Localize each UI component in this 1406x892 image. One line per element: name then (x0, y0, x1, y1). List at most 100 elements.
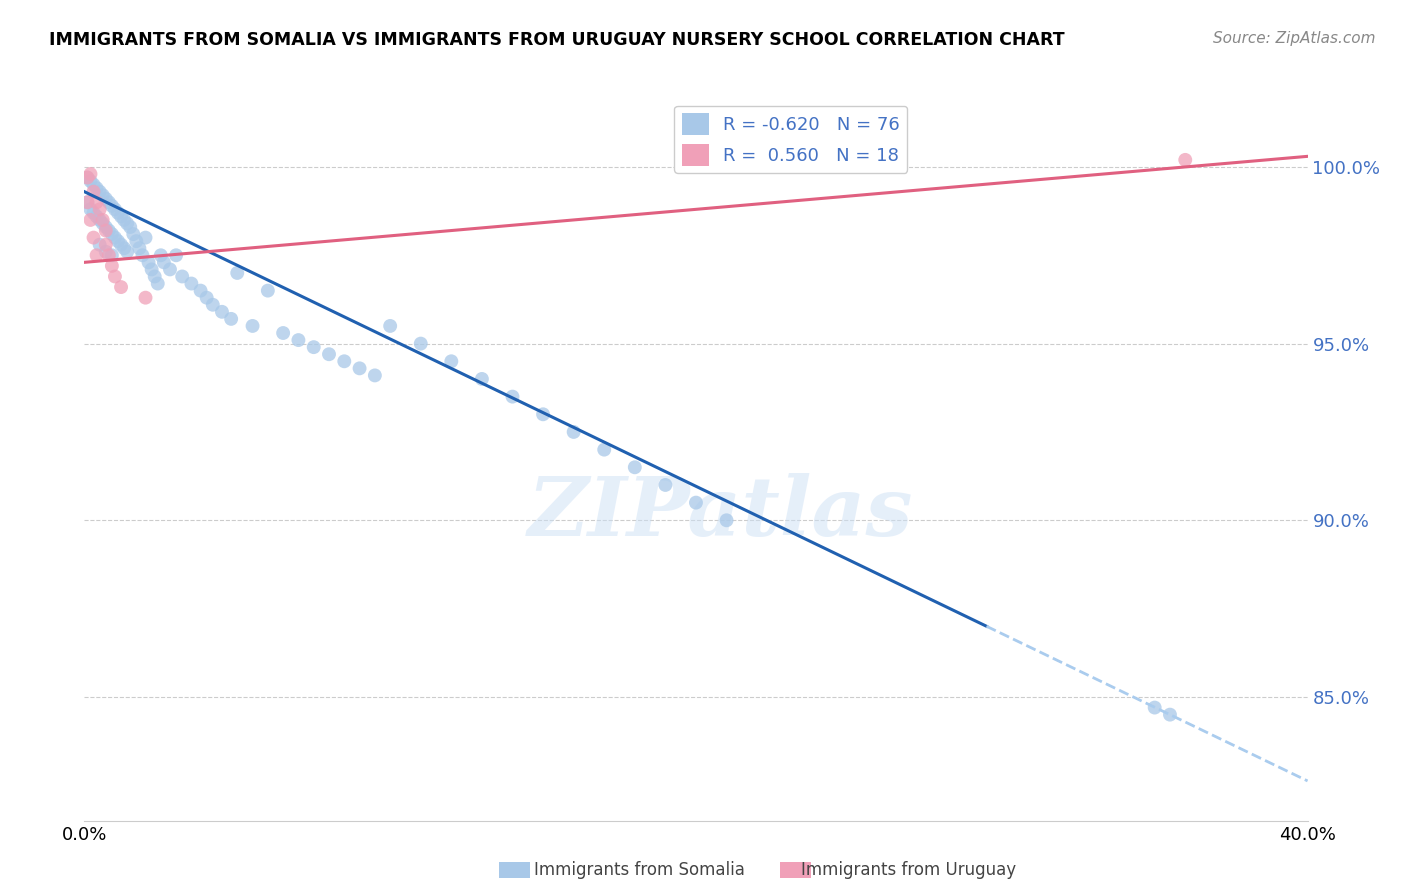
Point (104, 202, 127, 217)
Point (83, 178, 105, 192)
Point (89, 213, 111, 227)
Point (146, 277, 169, 291)
Point (562, 425, 585, 439)
Point (76, 170, 98, 185)
Legend: R = -0.620   N = 76, R =  0.560   N = 18: R = -0.620 N = 76, R = 0.560 N = 18 (675, 105, 907, 173)
Point (94, 237, 117, 252)
Point (86, 210, 108, 224)
Point (76, 195, 98, 210)
Point (471, 372, 494, 386)
Point (440, 354, 463, 368)
Point (149, 248, 172, 262)
Point (257, 284, 280, 298)
Point (79, 167, 101, 181)
Point (654, 478, 676, 492)
Point (112, 241, 135, 255)
Point (110, 210, 132, 224)
Point (180, 277, 202, 291)
Point (94, 192, 117, 206)
Point (104, 230, 127, 244)
Point (86, 248, 108, 262)
Point (86, 181, 108, 195)
Point (94, 244, 117, 259)
Point (97, 223, 120, 237)
Point (271, 326, 294, 340)
Point (318, 347, 340, 361)
Point (172, 269, 194, 284)
Point (115, 244, 138, 259)
Text: ZIPatlas: ZIPatlas (527, 474, 912, 553)
Point (91, 213, 114, 227)
Point (531, 407, 554, 421)
Point (83, 185, 105, 199)
Point (120, 219, 142, 234)
Point (349, 361, 371, 376)
Point (141, 262, 163, 277)
Point (115, 217, 138, 231)
Point (219, 311, 242, 326)
Point (1174, 153, 1197, 167)
Text: Source: ZipAtlas.com: Source: ZipAtlas.com (1212, 31, 1375, 46)
Point (79, 202, 101, 217)
Point (101, 199, 124, 213)
Point (112, 213, 135, 227)
Point (101, 259, 124, 273)
Point (502, 390, 524, 404)
Point (76, 195, 98, 210)
Point (86, 195, 108, 210)
Point (97, 195, 120, 210)
Point (211, 305, 233, 319)
Point (593, 442, 616, 457)
Point (165, 248, 187, 262)
Point (380, 318, 402, 333)
Point (94, 223, 117, 237)
Point (131, 248, 153, 262)
Point (1159, 707, 1181, 722)
Point (135, 291, 157, 305)
Point (89, 202, 111, 217)
Point (101, 227, 124, 241)
Point (302, 340, 325, 354)
Point (195, 291, 218, 305)
Point (201, 298, 224, 312)
Point (287, 333, 309, 347)
Point (89, 185, 111, 199)
Point (79, 174, 101, 188)
Point (138, 255, 160, 269)
Point (83, 206, 105, 220)
Point (110, 237, 132, 252)
Point (242, 318, 264, 333)
Point (125, 234, 148, 248)
Point (1143, 700, 1166, 714)
Point (97, 248, 120, 262)
Point (190, 284, 212, 298)
Point (91, 188, 114, 202)
Point (91, 217, 114, 231)
Point (685, 495, 707, 509)
Point (153, 255, 176, 269)
Text: Immigrants from Uruguay: Immigrants from Uruguay (801, 861, 1017, 879)
Point (76, 170, 98, 185)
Point (104, 269, 127, 284)
Point (107, 206, 129, 220)
Point (101, 248, 124, 262)
Point (122, 227, 145, 241)
Point (226, 266, 249, 280)
Point (333, 354, 356, 368)
Point (79, 213, 101, 227)
Point (128, 241, 150, 255)
Point (89, 237, 111, 252)
Point (409, 336, 432, 351)
Text: IMMIGRANTS FROM SOMALIA VS IMMIGRANTS FROM URUGUAY NURSERY SCHOOL CORRELATION CH: IMMIGRANTS FROM SOMALIA VS IMMIGRANTS FR… (49, 31, 1064, 49)
Point (94, 219, 117, 234)
Point (364, 368, 387, 383)
Point (110, 280, 132, 294)
Point (135, 230, 157, 244)
Point (159, 262, 181, 277)
Point (143, 269, 166, 284)
Point (107, 234, 129, 248)
Point (716, 513, 738, 527)
Point (624, 460, 647, 475)
Point (83, 230, 105, 244)
Text: Immigrants from Somalia: Immigrants from Somalia (534, 861, 745, 879)
